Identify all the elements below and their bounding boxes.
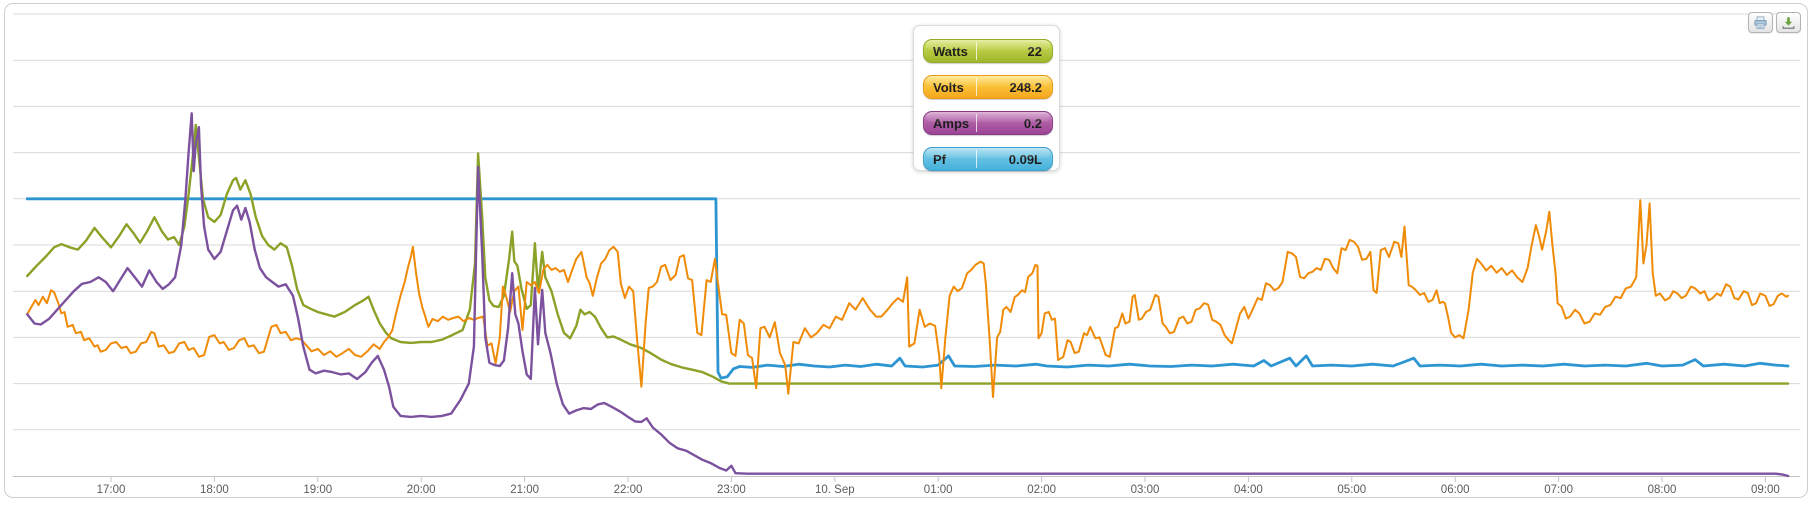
x-axis-label: 10. Sep	[815, 484, 855, 496]
series-line-volts[interactable]	[26, 199, 1790, 398]
x-axis-label: 07:00	[1544, 484, 1573, 496]
print-chart-button[interactable]	[1748, 12, 1773, 33]
x-axis-label: 06:00	[1441, 484, 1470, 496]
legend-pill-pf[interactable]: Pf 0.09L	[923, 147, 1053, 171]
chart-toolbar	[1748, 12, 1801, 33]
legend-value-amps: 0.2	[1023, 115, 1042, 131]
x-axis-label: 17:00	[97, 484, 126, 496]
x-axis-label: 02:00	[1027, 484, 1056, 496]
download-chart-button[interactable]	[1776, 12, 1801, 33]
x-axis-label: 05:00	[1337, 484, 1366, 496]
x-axis-label: 21:00	[510, 484, 539, 496]
legend-label-pf: Pf	[933, 151, 946, 167]
legend-label-amps: Amps	[933, 115, 970, 131]
legend-divider	[976, 42, 977, 60]
legend-pill-volts[interactable]: Volts 248.2	[923, 75, 1053, 99]
legend-value-watts: 22	[1027, 43, 1042, 59]
legend-label-watts: Watts	[933, 43, 968, 59]
x-axis-label: 22:00	[614, 484, 643, 496]
x-axis-label: 23:00	[717, 484, 746, 496]
series-line-pf[interactable]	[25, 197, 1790, 380]
series-line-watts[interactable]	[26, 123, 1790, 385]
legend-value-pf: 0.09L	[1008, 151, 1042, 167]
x-axis-label: 01:00	[924, 484, 953, 496]
legend-divider	[976, 78, 977, 96]
legend-label-volts: Volts	[933, 79, 964, 95]
chart-frame	[4, 3, 1808, 498]
legend-box: Watts 22 Volts 248.2 Amps 0.2 Pf 0.09L	[913, 25, 1060, 171]
printer-icon	[1754, 15, 1767, 29]
x-axis-label: 19:00	[303, 484, 332, 496]
legend-divider	[976, 150, 977, 168]
x-axis-label: 03:00	[1131, 484, 1160, 496]
legend-pill-watts[interactable]: Watts 22	[923, 39, 1053, 63]
download-icon	[1782, 16, 1795, 29]
legend-pill-amps[interactable]: Amps 0.2	[923, 111, 1053, 135]
legend-value-volts: 248.2	[1009, 79, 1042, 95]
x-axis-label: 18:00	[200, 484, 229, 496]
legend-divider	[976, 114, 977, 132]
x-axis-label: 04:00	[1234, 484, 1263, 496]
series-line-amps[interactable]	[26, 112, 1790, 478]
x-axis-label: 20:00	[407, 484, 436, 496]
x-axis-label: 08:00	[1648, 484, 1677, 496]
x-axis-label: 09:00	[1751, 484, 1780, 496]
